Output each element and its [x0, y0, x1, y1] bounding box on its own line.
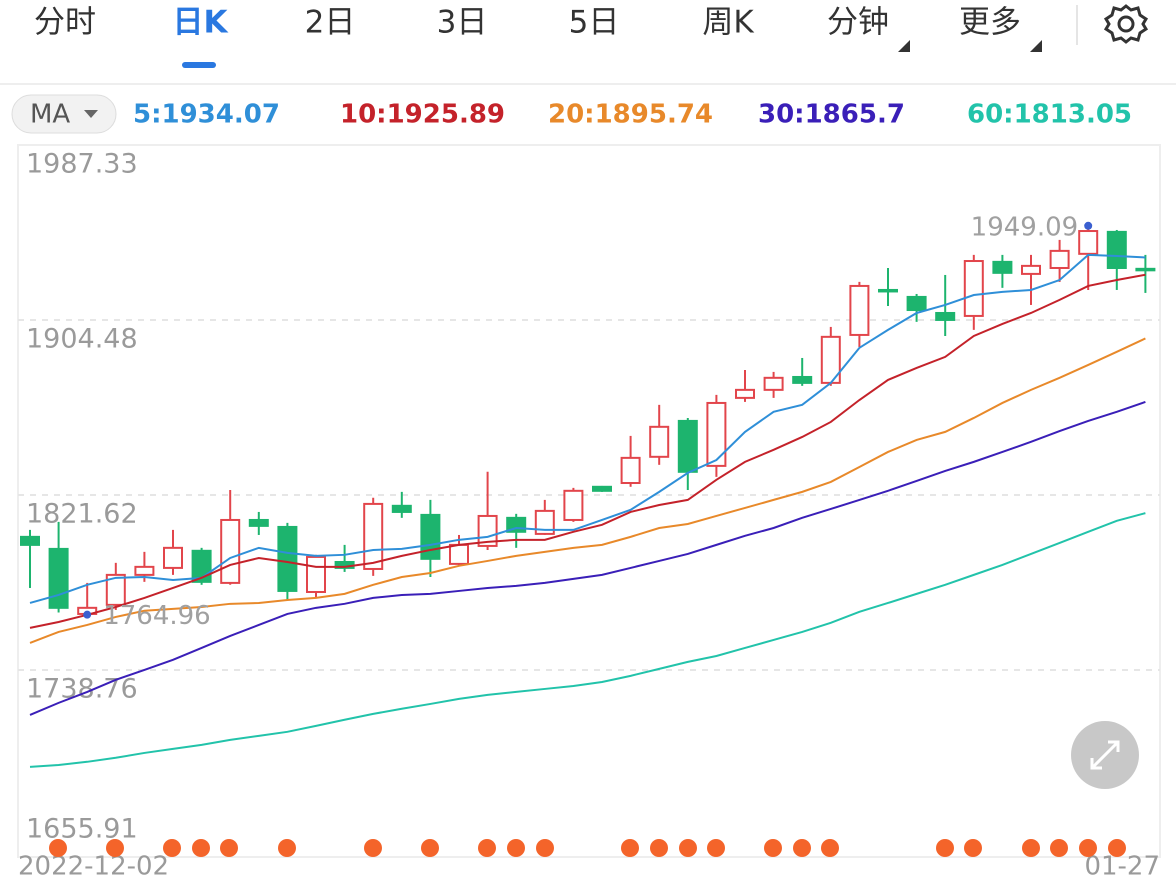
tab[interactable]: 分钟	[827, 5, 889, 41]
active-tab-indicator	[182, 62, 216, 68]
legend-entry: 5:1934.07	[133, 100, 280, 130]
y-tick-label: 1655.91	[26, 814, 138, 845]
candle-body	[363, 502, 384, 570]
candle-body	[706, 401, 727, 467]
candle-body	[391, 504, 412, 513]
candle-body	[963, 260, 984, 317]
indicator-label: MA	[30, 100, 70, 130]
candle-body	[248, 518, 269, 527]
candle-body	[306, 555, 326, 593]
max-annotation: 1949.09	[971, 212, 1079, 242]
candle-body	[277, 525, 298, 592]
tab[interactable]: 日K	[172, 5, 228, 41]
candle-body	[163, 546, 183, 569]
ma-line	[29, 253, 1146, 604]
min-annotation: 1764.96	[103, 601, 211, 631]
candle-body	[449, 543, 469, 565]
candle-body	[878, 288, 898, 293]
tab[interactable]: 更多	[959, 5, 1021, 41]
y-tick-label: 1904.48	[26, 323, 138, 354]
candle-body	[220, 518, 241, 584]
candle-body	[620, 456, 641, 485]
candle-body	[105, 573, 126, 606]
indicator-selector[interactable]	[11, 94, 117, 134]
candle-body	[649, 425, 670, 458]
candle-body	[1106, 230, 1127, 269]
candle-body	[735, 388, 755, 399]
tab[interactable]: 5日	[569, 5, 620, 41]
candle-body	[420, 513, 441, 560]
min-marker	[83, 610, 92, 619]
tab[interactable]: 3日	[437, 5, 488, 41]
legend-entry: 20:1895.74	[548, 100, 713, 130]
candle-body	[1021, 264, 1041, 275]
legend-entry: 30:1865.7	[758, 100, 905, 130]
settings-icon[interactable]	[1103, 4, 1149, 44]
y-tick-label: 1821.62	[26, 499, 138, 530]
candle-body	[1078, 230, 1099, 255]
plot-frame	[17, 144, 1161, 858]
candle-body	[992, 260, 1013, 274]
candle-body	[534, 509, 555, 535]
dropdown-arrow	[1030, 40, 1042, 52]
candle-body	[1049, 249, 1070, 269]
candle-body	[935, 311, 956, 321]
dropdown-arrow	[898, 40, 910, 52]
event-markers	[49, 839, 1126, 857]
tab[interactable]: 分时	[34, 5, 96, 41]
tab[interactable]: 周K	[702, 5, 754, 41]
ma-line	[29, 337, 1146, 644]
fullscreen-button[interactable]	[1071, 721, 1139, 789]
candle-body	[477, 514, 498, 547]
x-tick-label: 01-27	[1084, 852, 1160, 882]
plot: 1987.331904.481821.621738.761655.912022-…	[18, 149, 1160, 882]
legend-entry: 10:1925.89	[340, 100, 505, 130]
tab-bar: 分时 日K 2日 3日 5日 周K 分钟 更多	[34, 5, 1021, 41]
candle-body	[134, 565, 155, 576]
candle-body	[849, 284, 870, 336]
tab[interactable]: 2日	[305, 5, 356, 41]
candle-body	[563, 489, 584, 521]
candle-body	[592, 485, 612, 492]
y-tick-label: 1987.33	[26, 149, 138, 180]
candle-body	[677, 419, 698, 473]
ma-line	[29, 512, 1146, 768]
candle-body	[906, 295, 927, 312]
ma-line	[29, 400, 1146, 716]
legend: 5:1934.07 10:1925.89 20:1895.74 30:1865.7 60…	[133, 100, 1132, 130]
candle-body	[792, 375, 813, 384]
dropdown-arrow	[84, 110, 98, 118]
candle-body	[1135, 267, 1156, 272]
ma-line	[29, 273, 1146, 629]
max-marker	[1084, 221, 1093, 230]
candle-body	[20, 535, 40, 546]
legend-entry: 60:1813.05	[967, 100, 1132, 130]
candle-body	[763, 376, 784, 391]
x-tick-label: 2022-12-02	[18, 852, 169, 882]
candle-body	[48, 547, 69, 609]
